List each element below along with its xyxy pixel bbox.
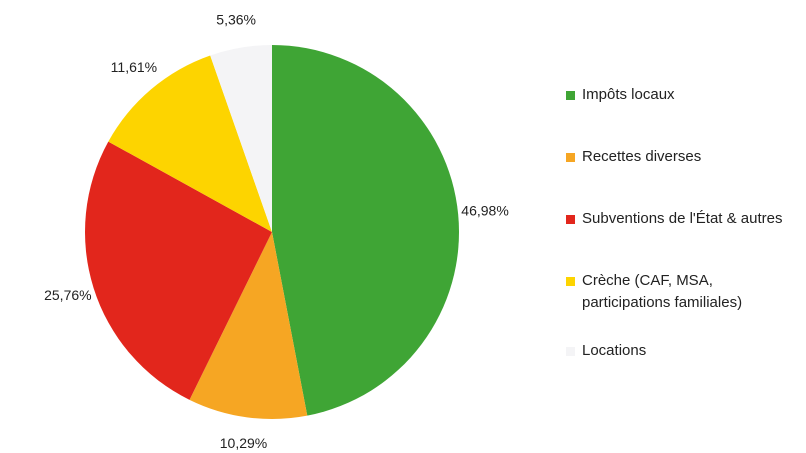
- legend-label: Impôts locaux: [582, 86, 675, 103]
- pie-slice: [272, 45, 460, 416]
- legend-item: Subventions de l'État & autres: [566, 208, 783, 230]
- pie-slice: [189, 232, 308, 419]
- legend-label: Locations: [582, 342, 647, 359]
- data-label: 5,36%: [216, 12, 256, 28]
- legend-item: Locations: [566, 340, 646, 362]
- legend-label: Recettes diverses: [582, 148, 702, 165]
- legend-item: Recettes diverses: [566, 146, 701, 168]
- legend-item: Crèche (CAF, MSA, participations familia…: [566, 270, 798, 314]
- data-label: 25,76%: [44, 287, 91, 303]
- legend-swatch: [566, 277, 575, 286]
- pie-slice: [85, 141, 272, 400]
- legend-label: Subventions de l'État & autres: [582, 210, 783, 227]
- data-label: 46,98%: [461, 202, 508, 218]
- legend-item: Impôts locaux: [566, 84, 675, 106]
- legend-label: Crèche (CAF, MSA, participations familia…: [582, 272, 743, 311]
- pie-slice: [108, 55, 272, 232]
- legend-swatch: [566, 347, 575, 356]
- legend-swatch: [566, 91, 575, 100]
- data-label: 11,61%: [111, 59, 157, 75]
- data-label: 10,29%: [220, 435, 267, 451]
- pie-slice: [210, 45, 272, 232]
- legend-swatch: [566, 153, 575, 162]
- legend-swatch: [566, 215, 575, 224]
